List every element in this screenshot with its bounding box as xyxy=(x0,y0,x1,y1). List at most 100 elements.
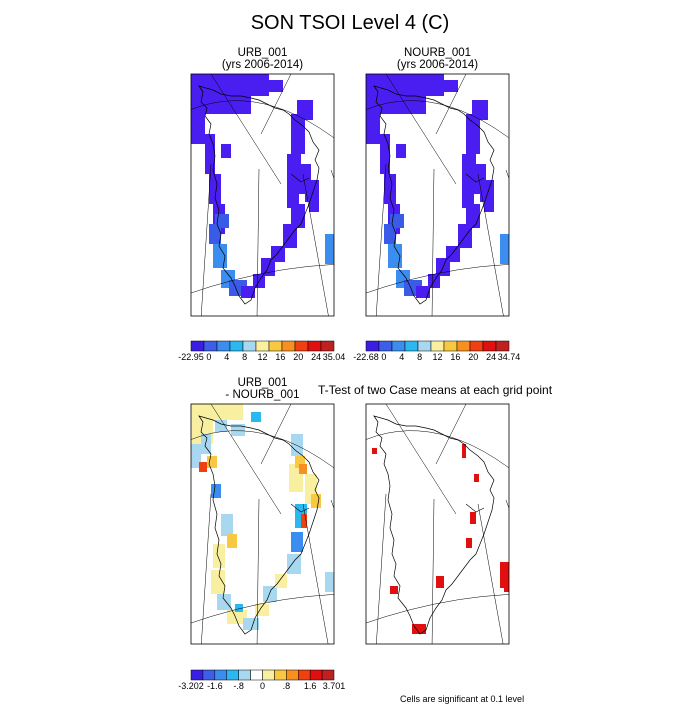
colorbar-diff: -3.202 -1.6 -.8 0 .8 1.6 3.701 xyxy=(178,669,346,691)
grid-cell xyxy=(436,576,444,588)
panel-title-urb-line2: (yrs 2006-2014) xyxy=(221,59,304,71)
grid-cell xyxy=(325,234,334,264)
colorbar-swatch xyxy=(274,669,287,681)
colorbar-tick-label: -22.95 xyxy=(178,352,204,362)
grid-cell xyxy=(396,144,406,158)
graticule-meridian xyxy=(210,74,282,185)
grid-cell xyxy=(384,224,396,244)
panel-title-nourb-line2: (yrs 2006-2014) xyxy=(396,59,479,71)
graticule-latitude xyxy=(191,594,334,624)
colorbar-tick-label: 12 xyxy=(257,352,267,362)
graticule-meridian xyxy=(431,498,435,644)
colorbar-tick-label: 24 xyxy=(486,352,496,362)
colorbar-tick-label: 0 xyxy=(260,681,265,691)
colorbar-swatch xyxy=(443,340,458,352)
colorbar-tick-label: 16 xyxy=(275,352,285,362)
colorbar-swatch xyxy=(262,669,275,681)
grid-cell xyxy=(390,586,398,594)
colorbar-tick-label: -3.202 xyxy=(178,681,204,691)
grid-cell xyxy=(366,114,380,144)
grid-cell xyxy=(213,544,225,568)
grid-cell xyxy=(251,74,269,96)
grid-cell xyxy=(297,100,313,120)
colorbar-swatch xyxy=(214,669,227,681)
grid-cell xyxy=(191,114,205,144)
grid-cell xyxy=(388,244,402,268)
grid-cell xyxy=(213,244,227,268)
map-panel-ttest xyxy=(365,403,510,645)
colorbar-tick-label: 12 xyxy=(432,352,442,362)
graticule-latitude xyxy=(366,100,509,139)
colorbar-swatch xyxy=(226,669,239,681)
map-content xyxy=(366,404,509,644)
colorbar-tick-label: 3.701 xyxy=(323,681,346,691)
coastline-detail xyxy=(465,503,485,513)
graticule-latitude xyxy=(366,264,509,294)
graticule-meridian xyxy=(330,169,334,180)
map-frame xyxy=(365,73,510,317)
panel-title-nourb: NOURB_001 (yrs 2006-2014) xyxy=(366,47,509,71)
colorbar-swatch xyxy=(378,340,393,352)
graticule-latitude xyxy=(191,100,334,139)
coastline-detail xyxy=(290,173,310,183)
grid-cell xyxy=(301,514,307,528)
main-title: SON TSOI Level 4 (C) xyxy=(250,12,450,34)
grid-cell xyxy=(384,174,396,204)
graticule-latitude xyxy=(191,430,334,469)
grid-cell xyxy=(227,610,247,624)
graticule-meridian xyxy=(201,493,212,644)
grid-cell xyxy=(462,154,476,184)
colorbar-swatch xyxy=(391,340,406,352)
graticule-meridian xyxy=(256,168,260,316)
grid-cell xyxy=(221,144,231,158)
coastline-detail xyxy=(465,173,485,183)
grid-cell xyxy=(191,444,201,468)
grid-cell xyxy=(255,604,269,616)
coastline xyxy=(198,85,320,305)
colorbar-tick-label: 35.04 xyxy=(323,352,346,362)
colorbar-swatch xyxy=(229,340,244,352)
grid-cell xyxy=(500,234,509,264)
panel-title-diff: URB_001 - NOURB_001 xyxy=(191,377,334,401)
colorbar-tick-label: 1.6 xyxy=(304,681,317,691)
graticule-meridian xyxy=(302,173,329,316)
colorbar-swatch xyxy=(190,340,205,352)
map-frame xyxy=(365,403,510,645)
graticule-meridian xyxy=(385,74,457,185)
graticule-meridian xyxy=(210,404,282,515)
map-panel-diff xyxy=(190,403,335,645)
grid-cell xyxy=(209,224,221,244)
grid-cell xyxy=(309,192,319,212)
graticule-meridian xyxy=(477,173,504,316)
grid-cell xyxy=(287,154,301,184)
grid-cell xyxy=(221,514,233,536)
colorbar-tick-label: .8 xyxy=(283,681,291,691)
grid-cell xyxy=(241,286,255,298)
grid-cell xyxy=(231,424,245,436)
map-panel-urb xyxy=(190,73,335,317)
colorbar-swatch xyxy=(320,340,335,352)
graticule-meridian xyxy=(260,404,292,465)
colorbar-tick-label: 24 xyxy=(311,352,321,362)
colorbar-tick-label: -1.6 xyxy=(207,681,223,691)
graticule-latitude xyxy=(191,264,334,294)
grid-cell xyxy=(243,618,259,630)
map-panel-nourb xyxy=(365,73,510,317)
coastline xyxy=(373,85,495,305)
colorbar-swatch xyxy=(321,669,335,681)
grid-cell xyxy=(217,594,231,610)
grid-cell xyxy=(462,184,474,208)
colorbar-swatch xyxy=(250,669,263,681)
colorbar-urb: -22.95 0 4 8 12 16 20 24 35.04 xyxy=(178,340,346,362)
grid-cell xyxy=(287,184,299,208)
coastline-detail xyxy=(290,503,310,513)
colorbar-swatch xyxy=(307,340,322,352)
map-content xyxy=(191,74,334,316)
grid-cell xyxy=(287,554,301,574)
grid-cell xyxy=(211,570,225,594)
colorbar-swatch xyxy=(365,340,380,352)
colorbar-swatch xyxy=(242,340,257,352)
colorbar-swatch xyxy=(238,669,251,681)
colorbar-tick-label: 4 xyxy=(399,352,404,362)
